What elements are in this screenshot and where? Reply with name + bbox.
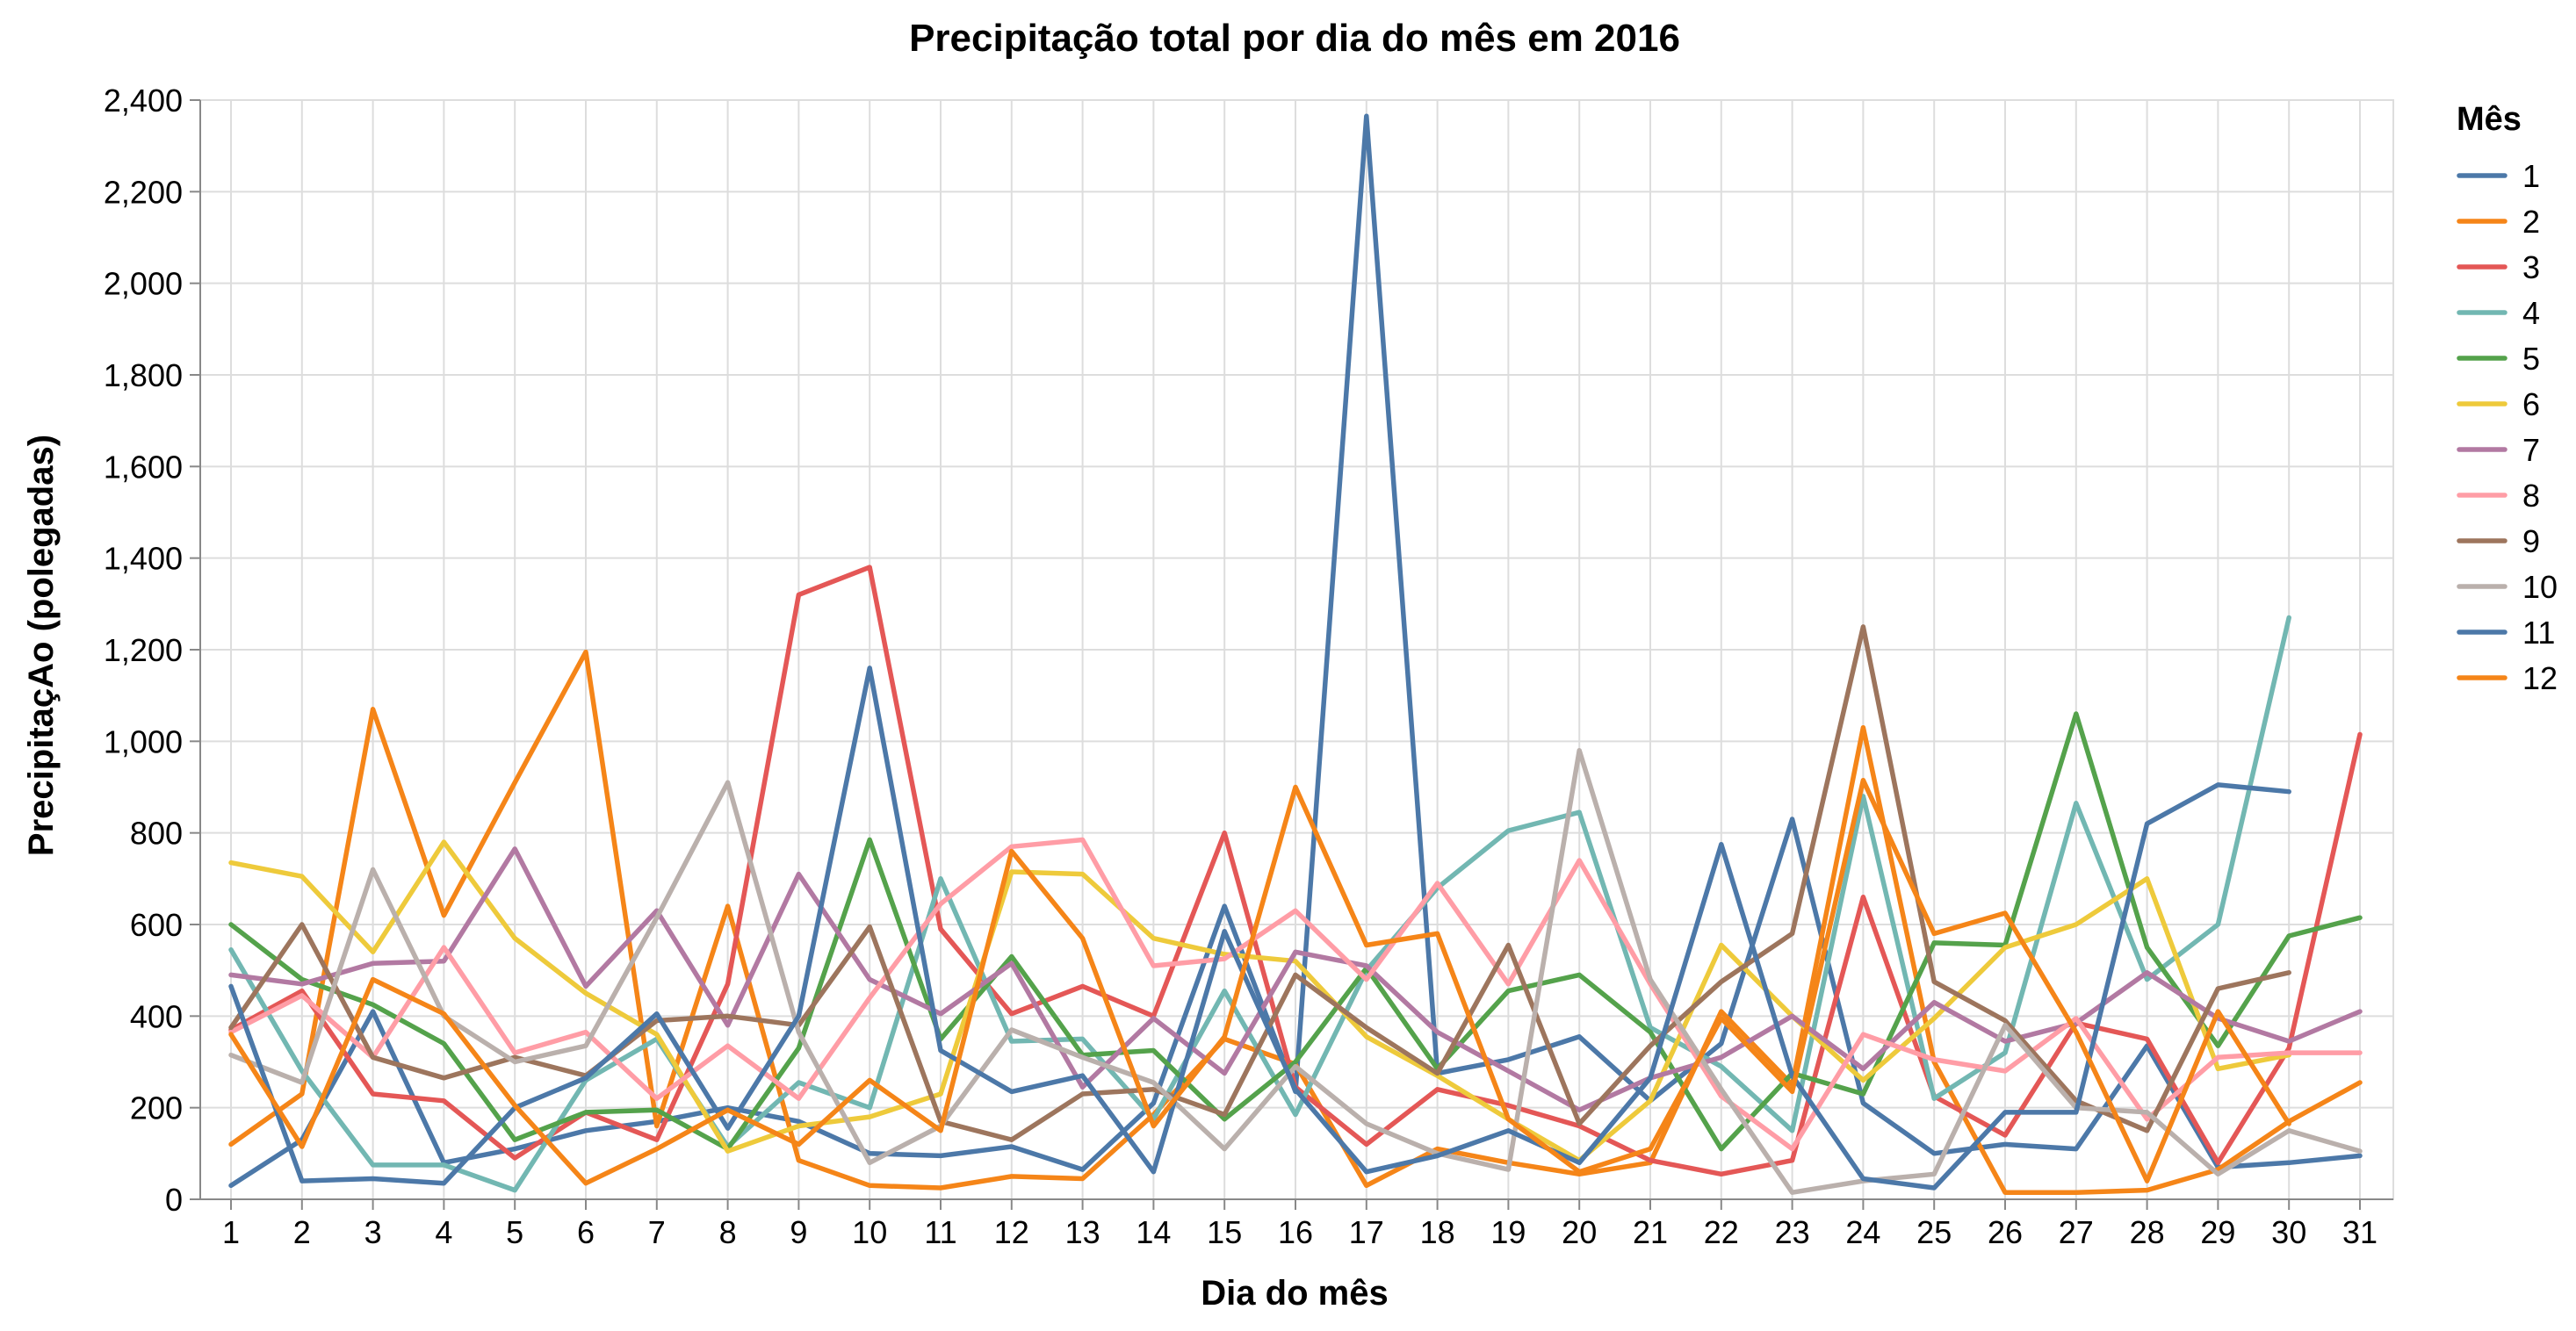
y-tick-label: 0 xyxy=(165,1182,183,1218)
axes: 0 200 400 600 800 1,000 1,200 1,400 1,600 1,800 2,… xyxy=(104,83,2393,1250)
legend-label-1: 1 xyxy=(2522,158,2540,194)
x-tick-label: 11 xyxy=(924,1214,956,1250)
x-axis-title: Dia do mês xyxy=(1201,1274,1388,1313)
legend-label-12: 12 xyxy=(2522,660,2558,696)
x-tick-label: 30 xyxy=(2271,1214,2306,1250)
legend-title: Mês xyxy=(2457,101,2522,138)
x-tick-label: 3 xyxy=(364,1214,382,1250)
x-tick-label: 23 xyxy=(1775,1214,1810,1250)
x-tick-label: 2 xyxy=(293,1214,311,1250)
x-tick-label: 19 xyxy=(1490,1214,1526,1250)
legend-label-9: 9 xyxy=(2522,523,2540,559)
legend-label-2: 2 xyxy=(2522,204,2540,240)
legend-label-6: 6 xyxy=(2522,386,2540,422)
x-tick-label: 17 xyxy=(1349,1214,1384,1250)
x-tick-label: 28 xyxy=(2130,1214,2165,1250)
series-line-10 xyxy=(228,748,2363,1195)
x-tick-label: 25 xyxy=(1916,1214,1952,1250)
y-tick-label: 1,800 xyxy=(104,357,183,393)
x-tick-label: 7 xyxy=(648,1214,666,1250)
x-tick-label: 26 xyxy=(1988,1214,2023,1250)
y-tick-label: 2,400 xyxy=(104,83,183,119)
x-tick-label: 8 xyxy=(719,1214,737,1250)
x-tick-label: 13 xyxy=(1065,1214,1100,1250)
x-tick-label: 18 xyxy=(1420,1214,1455,1250)
y-tick-label: 200 xyxy=(130,1090,183,1126)
legend-label-5: 5 xyxy=(2522,341,2540,377)
chart-title: Precipitação total por dia do mês em 201… xyxy=(909,17,1680,60)
series-line-4 xyxy=(228,615,2291,1193)
x-tick-label: 14 xyxy=(1136,1214,1171,1250)
x-tick-label: 21 xyxy=(1633,1214,1668,1250)
legend-label-10: 10 xyxy=(2522,569,2558,605)
y-tick-label: 2,000 xyxy=(104,266,183,302)
y-tick-label: 600 xyxy=(130,907,183,943)
y-tick-label: 800 xyxy=(130,816,183,852)
y-tick-label: 1,200 xyxy=(104,632,183,668)
series-lines xyxy=(228,113,2363,1195)
series-line-12 xyxy=(228,777,2291,1186)
x-tick-label: 12 xyxy=(994,1214,1029,1250)
y-tick-label: 1,000 xyxy=(104,723,183,759)
x-tick-label: 1 xyxy=(222,1214,240,1250)
series-line-8 xyxy=(228,837,2363,1152)
legend-label-7: 7 xyxy=(2522,432,2540,468)
x-tick-label: 10 xyxy=(852,1214,887,1250)
x-tick-label: 24 xyxy=(1845,1214,1880,1250)
legend-label-8: 8 xyxy=(2522,478,2540,514)
series-line-7 xyxy=(228,846,2363,1113)
x-tick-label: 22 xyxy=(1704,1214,1739,1250)
x-tick-label: 20 xyxy=(1562,1214,1597,1250)
legend-label-3: 3 xyxy=(2522,249,2540,285)
y-tick-label: 400 xyxy=(130,998,183,1034)
x-tick-label: 6 xyxy=(577,1214,595,1250)
x-tick-label: 29 xyxy=(2200,1214,2235,1250)
y-axis-title: PrecipitaçAo (polegadas) xyxy=(22,435,61,856)
x-tick-label: 5 xyxy=(506,1214,523,1250)
x-tick-label: 31 xyxy=(2342,1214,2378,1250)
series-line-11 xyxy=(228,666,2291,1191)
x-tick-label: 15 xyxy=(1207,1214,1242,1250)
series-line-9 xyxy=(228,624,2291,1142)
x-tick-label: 4 xyxy=(435,1214,452,1250)
x-tick-label: 16 xyxy=(1278,1214,1313,1250)
legend-label-11: 11 xyxy=(2522,615,2555,651)
x-tick-label: 9 xyxy=(790,1214,807,1250)
y-tick-label: 2,200 xyxy=(104,174,183,210)
x-tick-label: 27 xyxy=(2059,1214,2094,1250)
legend-label-4: 4 xyxy=(2522,295,2540,331)
y-tick-label: 1,600 xyxy=(104,449,183,485)
y-tick-label: 1,400 xyxy=(104,541,183,577)
